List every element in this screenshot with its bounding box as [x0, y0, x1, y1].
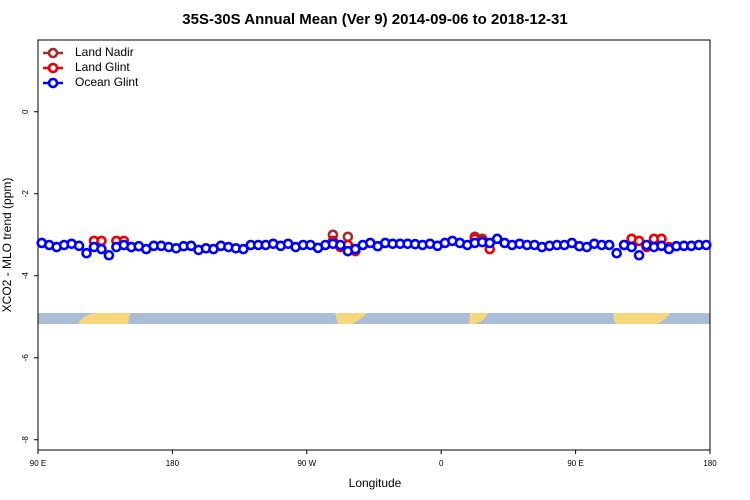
point — [73, 240, 85, 252]
legend-marker — [47, 77, 59, 89]
point — [350, 243, 361, 255]
point — [484, 237, 496, 249]
point — [238, 243, 249, 255]
point — [81, 247, 92, 259]
x-tick-label: 0 — [439, 459, 444, 468]
legend-label: Land Glint — [75, 60, 130, 74]
point — [611, 247, 622, 259]
legend-label: Land Nadir — [75, 45, 134, 59]
x-tick-label: 180 — [166, 459, 180, 468]
y-tick-label: -6 — [21, 354, 30, 362]
legend-marker — [47, 47, 59, 59]
x-axis-label: Longitude — [349, 476, 402, 490]
x-tick-label: 90 E — [567, 459, 583, 468]
y-tick-label: -8 — [21, 436, 30, 444]
legend-label: Ocean Glint — [75, 75, 139, 89]
x-tick-label: 90 E — [30, 459, 46, 468]
y-tick-label: -4 — [21, 272, 30, 280]
x-tick-label: 180 — [703, 459, 717, 468]
y-tick-label: 0 — [21, 109, 30, 114]
point — [335, 239, 346, 251]
point — [633, 235, 645, 247]
point — [633, 249, 645, 261]
legend-marker — [47, 62, 59, 74]
point — [96, 235, 107, 247]
y-axis-label: XCO2 - MLO trend (ppm) — [0, 178, 14, 313]
point — [491, 233, 503, 245]
point — [103, 249, 115, 261]
point — [626, 241, 637, 253]
map-strip — [38, 313, 710, 324]
chart-title: 35S-30S Annual Mean (Ver 9) 2014-09-06 t… — [182, 11, 567, 28]
point — [603, 239, 615, 251]
y-tick-label: -2 — [21, 190, 30, 198]
point — [96, 243, 107, 255]
point — [700, 239, 712, 251]
point — [185, 240, 197, 252]
point — [342, 231, 354, 243]
x-tick-label: 90 W — [297, 459, 316, 468]
